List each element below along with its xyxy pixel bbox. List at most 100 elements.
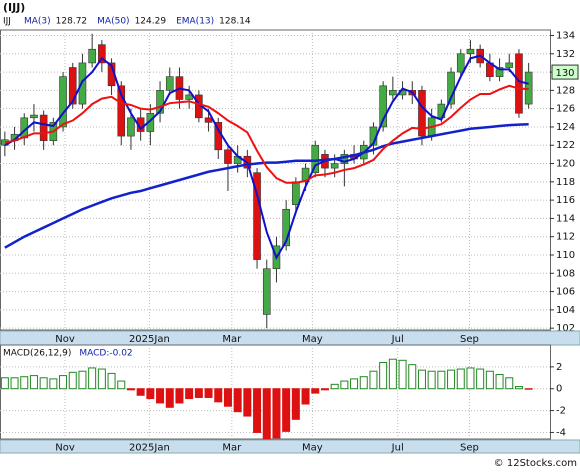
macd-bar xyxy=(165,388,174,408)
macd-bar xyxy=(29,375,38,390)
macd-bar xyxy=(136,388,145,396)
candle-body xyxy=(117,85,126,137)
candle-body xyxy=(165,76,174,91)
y-tick-label: 134 xyxy=(556,30,575,41)
x-axis-band xyxy=(0,439,580,454)
legend-value: 128.72 xyxy=(56,17,88,27)
macd-bar xyxy=(330,383,339,390)
macd-bar xyxy=(20,376,29,390)
macd-bar xyxy=(379,361,388,390)
macd-bar xyxy=(185,388,194,400)
last-price-box xyxy=(551,64,579,80)
macd-bar xyxy=(505,377,514,390)
candle-body xyxy=(253,172,261,260)
candle-body xyxy=(292,181,300,205)
legend-value: 124.29 xyxy=(135,17,167,27)
candle-body xyxy=(330,163,339,169)
line-series xyxy=(4,54,529,261)
macd-bar xyxy=(194,388,203,398)
macd-bar xyxy=(253,388,262,433)
macd-bar xyxy=(369,370,378,390)
macd-bar xyxy=(291,388,300,420)
macd-bar xyxy=(359,376,368,390)
macd-bar xyxy=(243,388,252,417)
x-tick-label: Sep xyxy=(460,443,479,454)
macd-bar xyxy=(388,358,397,390)
macd-value: MACD:-0.02 xyxy=(79,349,132,359)
candle-body xyxy=(30,114,38,119)
macd-bar xyxy=(68,371,77,390)
macd-bar xyxy=(340,380,349,390)
macd-bar xyxy=(476,368,485,390)
macd-bar xyxy=(408,364,417,390)
macd-bar xyxy=(272,388,281,439)
macd-bar xyxy=(320,388,329,391)
macd-bar xyxy=(117,380,126,390)
candle-body xyxy=(466,48,475,55)
candle-body xyxy=(127,117,135,137)
candle-body xyxy=(88,48,96,64)
macd-bar xyxy=(262,388,271,440)
macd-bar xyxy=(485,370,494,390)
x-tick-label: Jul xyxy=(391,334,404,345)
x-tick-label: Sep xyxy=(460,334,479,345)
candle-body xyxy=(379,85,387,128)
macd-bar xyxy=(126,388,135,391)
y-tick-label: 116 xyxy=(556,195,575,206)
legend-ticker: IJJ xyxy=(3,17,11,27)
candle-body xyxy=(515,53,523,114)
macd-bar xyxy=(301,388,310,405)
macd-bar xyxy=(524,388,533,390)
x-tick-label: Nov xyxy=(55,443,75,454)
macd-bar xyxy=(49,378,58,390)
x-tick-label: Jul xyxy=(391,443,404,454)
legend-value: 128.14 xyxy=(219,17,251,27)
y-tick-label: 122 xyxy=(556,140,575,151)
candle-body xyxy=(456,53,465,73)
y-tick-label: 120 xyxy=(556,159,575,170)
candle-body xyxy=(204,117,213,123)
y-tick-label: 128 xyxy=(556,85,575,96)
macd-bar xyxy=(59,375,68,390)
line-series xyxy=(4,123,529,249)
candle-body xyxy=(224,149,232,164)
x-tick-label: Mar xyxy=(222,334,242,345)
x-axis-band xyxy=(0,330,580,346)
x-tick-label: Nov xyxy=(55,334,75,345)
legend-label: MA(50) xyxy=(97,17,129,27)
macd-label: MACD(26,12,9) xyxy=(3,349,71,359)
macd-bar xyxy=(223,388,232,407)
macd-bar xyxy=(495,374,504,390)
y-tick-label: 108 xyxy=(556,268,575,279)
line-series xyxy=(4,84,529,184)
y-tick-label: 2 xyxy=(556,362,562,373)
x-tick-label: Mar xyxy=(222,443,242,454)
x-tick-label: 2025Jan xyxy=(129,334,170,345)
macd-bar xyxy=(10,377,19,390)
y-tick-label: -2 xyxy=(556,406,566,417)
x-tick-label: May xyxy=(302,443,323,454)
macd-bar xyxy=(427,370,436,390)
macd-bar xyxy=(156,388,165,404)
last-price-label: 130 xyxy=(555,68,574,79)
y-tick-label: 104 xyxy=(556,305,575,316)
macd-bar xyxy=(175,388,184,404)
candle-body xyxy=(39,114,48,141)
macd-bar xyxy=(146,388,155,400)
candle-body xyxy=(98,44,106,64)
candle-body xyxy=(185,94,193,100)
candle-body xyxy=(418,90,426,137)
macd-bar xyxy=(39,377,48,390)
macd-bar xyxy=(204,388,213,398)
macd-bar xyxy=(78,370,87,390)
y-tick-label: 114 xyxy=(556,213,575,224)
candle-body xyxy=(311,144,320,173)
macd-bar xyxy=(282,388,291,432)
candle-body xyxy=(156,90,164,114)
macd-bar xyxy=(456,368,465,390)
macd-bar xyxy=(88,367,97,390)
candle-body xyxy=(505,62,514,68)
macd-bar xyxy=(398,359,407,390)
y-tick-label: 124 xyxy=(556,122,575,133)
